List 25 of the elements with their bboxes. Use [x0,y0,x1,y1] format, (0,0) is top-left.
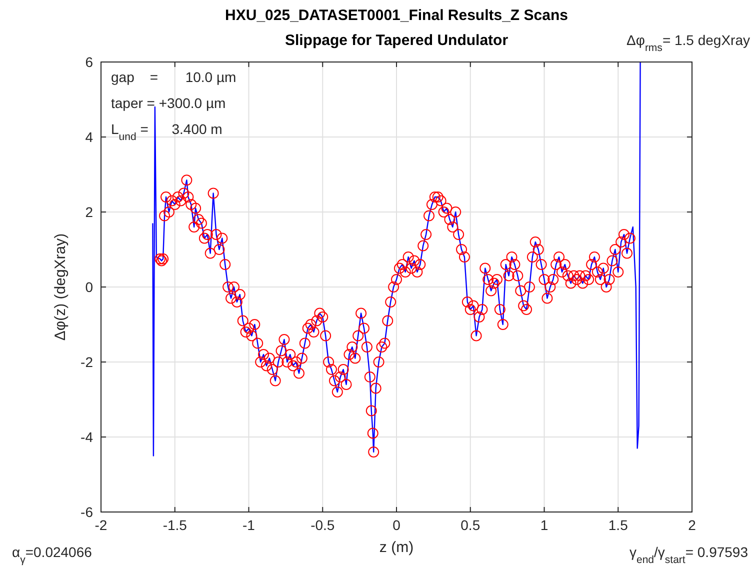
annotation: taper = +300.0 µm [111,95,226,111]
x-tick-label: -1.5 [162,517,188,533]
y-tick-label: 6 [85,54,94,70]
x-tick-label: 1 [540,517,548,533]
x-tick-label: 0 [392,517,401,533]
y-tick-label: 4 [85,129,94,145]
x-tick-label: -1 [242,517,256,533]
x-axis-title: z (m) [379,539,414,556]
y-tick-label: -4 [80,429,94,445]
y-tick-label: 0 [85,279,94,295]
x-tick-label: 2 [688,517,696,533]
y-tick-label: -6 [80,504,94,520]
x-tick-label: 1.5 [608,517,628,533]
y-tick-label: -2 [80,354,94,370]
annotation: L$_{und}$ = 3.400 m [111,121,222,143]
chart-title: HXU_025_DATASET0001_Final Results_Z Scans [225,7,568,24]
x-tick-label: 0.5 [460,517,480,533]
y-axis-title: Δφ(z) (degXray) [52,233,69,341]
x-tick-label: -0.5 [310,517,335,533]
text: Δφ$_{rms}$= 1.5 degXray [626,32,750,54]
chart-subtitle: Slippage for Tapered Undulator [284,32,508,49]
annotation: gap = 10.0 µm [111,69,236,85]
text: α$_{γ}$=0.024066 [12,544,92,566]
text: γ$_{end}$/γ$_{start}$= 0.97593 [629,544,748,566]
y-tick-label: 2 [85,204,94,220]
